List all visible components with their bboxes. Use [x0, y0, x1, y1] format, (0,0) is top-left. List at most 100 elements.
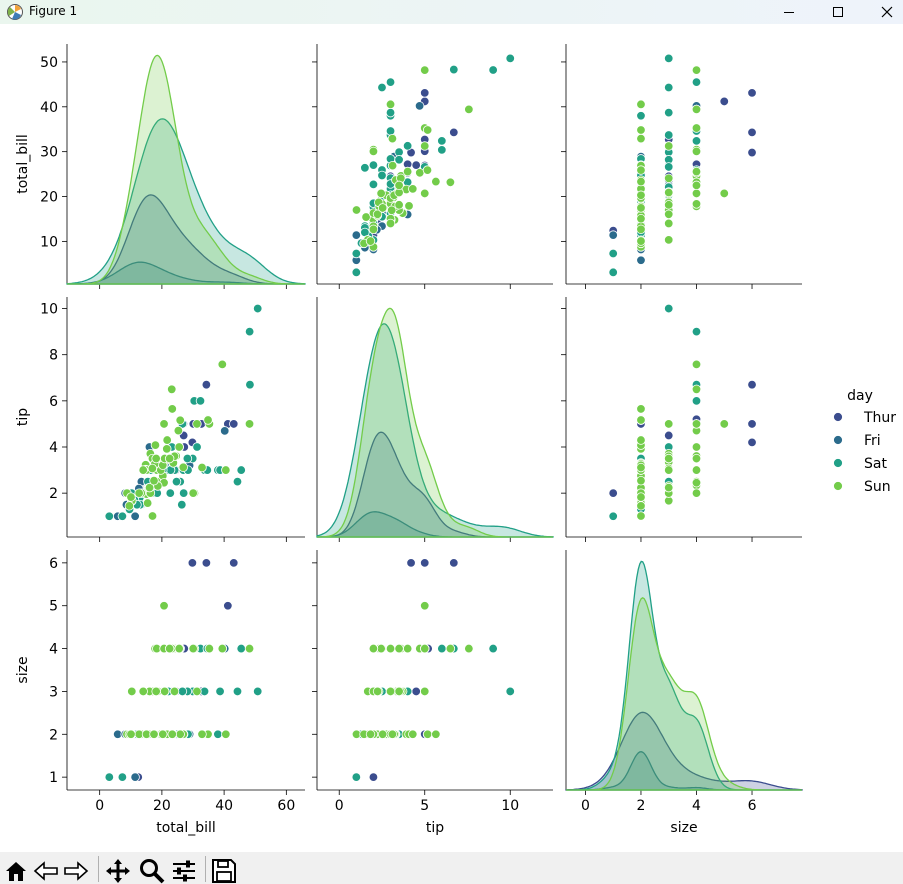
- scatter-point-thur: [664, 430, 674, 441]
- scatter-point-sun: [636, 501, 646, 511]
- scatter-point-sat: [232, 476, 243, 487]
- back-button[interactable]: [33, 858, 59, 884]
- legend-marker-sat: [833, 458, 843, 468]
- scatter-point-thur: [420, 88, 430, 98]
- scatter-point-thur: [747, 127, 757, 138]
- scatter-point-thur: [201, 379, 212, 390]
- scatter-point-sun: [691, 419, 702, 429]
- scatter-point-sat: [213, 729, 223, 739]
- scatter-point-sat: [608, 267, 618, 278]
- pan-button[interactable]: [105, 858, 131, 884]
- scatter-point-sat: [192, 442, 202, 452]
- scatter-point-sun: [402, 166, 413, 177]
- close-button[interactable]: [864, 0, 903, 24]
- scatter-point-sun: [377, 729, 388, 739]
- scatter-point-sun: [244, 419, 255, 429]
- scatter-point-sun: [691, 180, 702, 191]
- scatter-point-sat: [664, 130, 674, 140]
- scatter-point-sat: [691, 396, 702, 406]
- scatter-point-sun: [404, 201, 414, 211]
- x-tick-label: 2: [637, 798, 646, 814]
- scatter-point-sun: [691, 453, 702, 464]
- scatter-point-sun: [464, 643, 474, 654]
- scatter-point-sun: [387, 205, 397, 215]
- scatter-point-sat: [691, 326, 702, 337]
- scatter-point-sun: [636, 435, 646, 445]
- save-button[interactable]: [211, 858, 237, 884]
- scatter-point-sun: [464, 104, 474, 115]
- scatter-point-sat: [402, 141, 413, 151]
- configure-subplots-button[interactable]: [171, 858, 197, 884]
- scatter-point-sun: [422, 729, 433, 739]
- scatter-point-sun: [719, 419, 729, 429]
- scatter-point-sun: [387, 133, 398, 144]
- kde-curve-thur: [565, 711, 803, 791]
- scatter-point-thur: [747, 379, 757, 390]
- forward-button[interactable]: [63, 858, 89, 884]
- window-title: Figure 1: [29, 4, 78, 18]
- scatter-point-sun: [394, 200, 404, 210]
- subplot-total_bill-vs-size: [561, 44, 802, 289]
- x-axis-label: tip: [426, 820, 444, 836]
- maximize-button[interactable]: [815, 0, 861, 24]
- scatter-point-sun: [394, 180, 404, 191]
- scatter-point-sun: [376, 188, 386, 199]
- scatter-point-thur: [747, 147, 757, 158]
- scatter-point-sat: [505, 686, 515, 697]
- scatter-point-sat: [488, 643, 498, 654]
- scatter-point-sun: [664, 482, 674, 493]
- scatter-point-sun: [203, 415, 213, 425]
- kde-curve-sun: [67, 54, 305, 285]
- subplot-total_bill-vs-tip: [312, 44, 553, 289]
- legend-marker-sun: [833, 481, 843, 491]
- scatter-point-sun: [387, 160, 398, 171]
- scatter-point-sun: [361, 212, 371, 222]
- scatter-point-sun: [691, 104, 702, 115]
- scatter-point-thur: [223, 601, 233, 611]
- home-button[interactable]: [3, 858, 29, 884]
- scatter-point-sun: [365, 729, 376, 739]
- scatter-point-sat: [664, 303, 674, 314]
- scatter-point-sun: [159, 419, 169, 429]
- scatter-point-sun: [204, 643, 215, 654]
- scatter-point-sun: [719, 188, 729, 199]
- kde-curve-sat: [66, 118, 306, 285]
- scatter-point-sun: [691, 442, 702, 452]
- scatter-point-sat: [368, 160, 379, 170]
- scatter-point-sun: [394, 686, 404, 697]
- kde-curve-sat: [316, 323, 554, 538]
- y-tick-label: 20: [40, 190, 58, 206]
- zoom-button[interactable]: [139, 858, 165, 884]
- scatter-point-sun: [167, 729, 177, 739]
- x-axis-label: size: [670, 820, 697, 836]
- scatter-point-sat: [245, 379, 255, 390]
- y-tick-label: 4: [49, 642, 58, 658]
- scatter-point-sat: [177, 686, 188, 697]
- scatter-point-sun: [387, 729, 398, 739]
- y-axis-label: tip: [15, 408, 31, 426]
- scatter-point-sun: [691, 488, 702, 498]
- scatter-point-sun: [192, 686, 202, 697]
- y-tick-label: 8: [49, 348, 58, 364]
- scatter-point-sun: [385, 643, 396, 654]
- scatter-point-sun: [217, 643, 228, 654]
- scatter-point-sun: [691, 478, 702, 488]
- scatter-point-sun: [664, 235, 674, 245]
- scatter-point-sat: [608, 511, 618, 521]
- close-icon: [881, 6, 893, 18]
- scatter-point-thur: [201, 558, 212, 568]
- scatter-point-sun: [368, 224, 379, 235]
- scatter-point-thur: [229, 558, 239, 568]
- y-tick-label: 5: [49, 599, 58, 615]
- matplotlib-logo-icon: [7, 4, 23, 20]
- configure-subplots-icon: [173, 860, 195, 882]
- scatter-point-sat: [437, 643, 447, 654]
- scatter-point-sun: [385, 99, 396, 110]
- scatter-point-sun: [636, 492, 646, 502]
- subplot-size-vs-size: 0 2 4 6 size: [565, 550, 803, 836]
- scatter-point-sun: [134, 488, 144, 498]
- scatter-point-sun: [175, 729, 185, 739]
- scatter-point-sat: [236, 465, 246, 475]
- minimize-button[interactable]: [766, 0, 812, 24]
